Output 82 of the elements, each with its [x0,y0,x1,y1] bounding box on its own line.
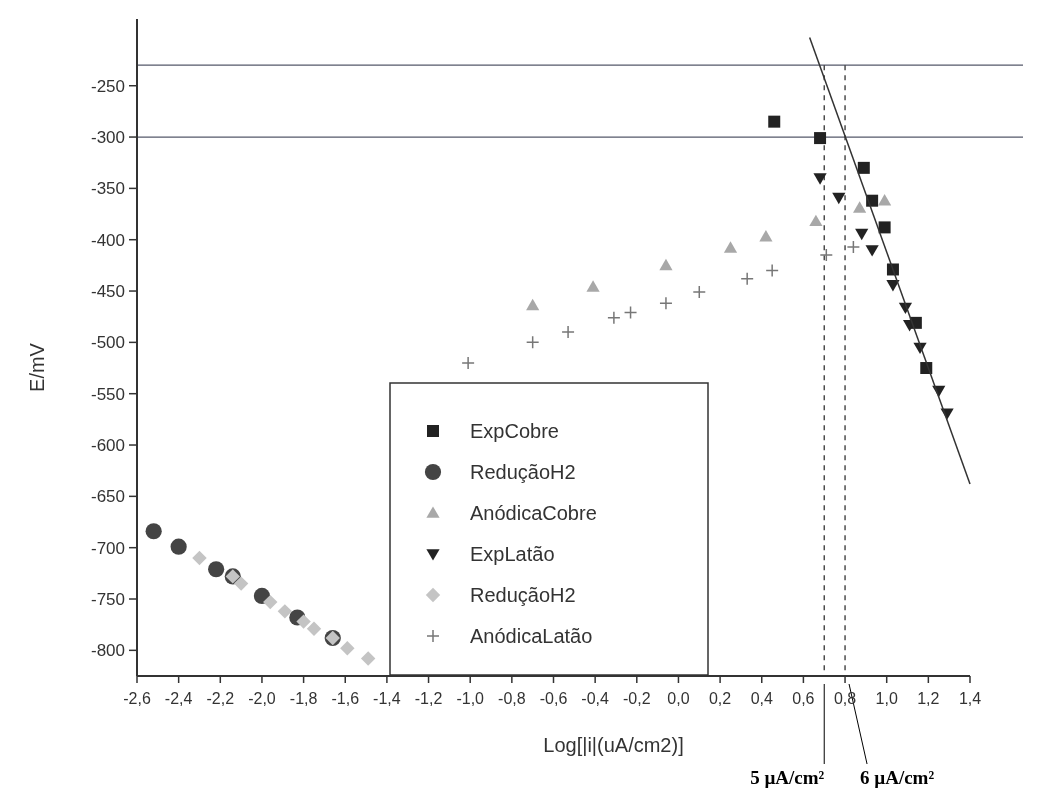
x-tick-label: 1,4 [958,690,982,707]
point [659,296,673,311]
point [878,194,892,206]
point [832,192,846,205]
x-tick-label: 0,2 [708,690,732,707]
point [263,594,278,610]
legend-label: AnódicaCobre [470,502,597,524]
y-tick-label: -600 [90,436,125,456]
point [855,228,869,241]
point [765,263,779,278]
x-axis-title: Log[|i|(uA/cm2)] [543,734,684,756]
point [813,173,827,185]
point [192,550,207,566]
point [607,310,621,325]
legend-label: AnódicaLatão [470,625,593,647]
x-tick-label: -2,0 [248,690,276,707]
x-tick-label: -2,4 [164,690,193,707]
point [170,538,187,555]
y-axis-title: E/mV [26,342,48,392]
x-tick-label: 0,4 [750,690,773,707]
point [865,245,879,257]
y-tick-label: -350 [90,179,125,199]
legend-label: ExpLatão [470,543,555,565]
point [659,258,673,271]
y-tick-label: -450 [90,282,125,302]
point [759,230,773,242]
point [208,561,225,578]
point [819,248,834,262]
point [586,280,600,292]
x-tick-label: -1,2 [414,690,443,707]
point [814,132,827,145]
point [886,280,900,292]
x-tick-label: -0,6 [539,690,568,707]
point [692,285,707,299]
x-tick-label: 0,6 [792,690,815,707]
legend-label: ReduçãoH2 [470,461,576,483]
point [296,614,311,629]
x-tick-label: -1,4 [373,690,401,707]
y-tick-label: -550 [90,384,125,404]
x-tick-label: -1,0 [456,690,485,707]
point [253,587,271,605]
y-tick-label: -300 [90,128,125,148]
y-tick-label: -500 [90,333,125,353]
legend-label: ExpCobre [470,420,559,442]
x-tick-label: 1,2 [917,690,940,707]
x-tick-label: -2,2 [206,690,235,707]
point [526,298,540,311]
point [145,523,162,540]
point [740,271,754,286]
point [857,161,870,174]
point [525,335,540,350]
point [768,115,781,128]
point [233,576,249,591]
y-tick-label: -650 [90,487,125,507]
x-tick-label: 0,0 [667,690,690,707]
x-tick-label: -0,4 [581,690,610,707]
point [277,604,293,619]
y-tick-label: -750 [90,590,125,610]
point [723,241,738,253]
point [623,305,638,320]
point [809,214,823,227]
ref-line-label: 5 µA/cm² [750,767,825,788]
x-tick-label: 1,0 [875,690,898,707]
point [306,621,322,636]
x-tick-label: -1,8 [289,690,318,707]
legend-label: ReduçãoH2 [470,584,576,606]
x-tick-label: -0,2 [623,690,651,707]
y-tick-label: -250 [90,76,125,96]
point [461,356,475,370]
y-tick-label: -700 [90,538,125,558]
y-tick-label: -400 [90,230,125,250]
y-tick-label: -800 [90,641,125,661]
x-tick-label: -2,6 [123,690,151,707]
x-tick-label: -0,8 [498,690,526,707]
point [360,651,376,666]
point [878,221,891,234]
ref-line-label: 6 µA/cm² [859,767,935,788]
point [561,325,575,339]
point [340,641,355,656]
point [853,201,867,213]
point [846,240,861,254]
x-tick-label: -1,6 [331,690,360,707]
